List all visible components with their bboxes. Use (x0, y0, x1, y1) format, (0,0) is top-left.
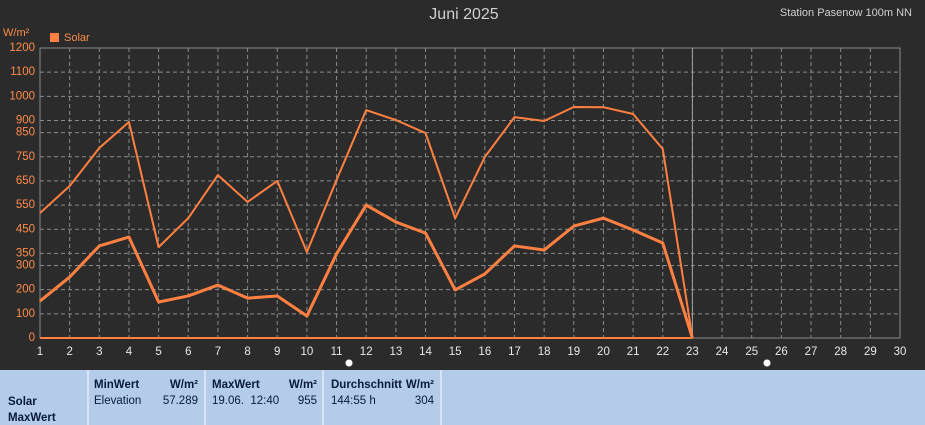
x-tick-label: 9 (274, 346, 280, 358)
y-tick-label: 1100 (10, 66, 35, 78)
x-tick-label: 15 (449, 346, 462, 358)
panel-value: 955 (298, 395, 317, 407)
panel-label: Elevation (94, 395, 141, 407)
x-tick-label: 26 (775, 346, 788, 358)
x-tick-label: 14 (419, 346, 432, 358)
y-axis-label: W/m² (3, 27, 30, 39)
y-tick-label: 200 (16, 284, 35, 296)
panel-row-subtitle: MaxWert (8, 412, 56, 424)
x-tick-label: 11 (331, 346, 343, 358)
x-tick-label: 25 (745, 346, 758, 358)
x-tick-label: 4 (126, 346, 133, 358)
x-tick-label: 20 (597, 346, 610, 358)
station-label: Station Pasenow 100m NN (780, 7, 912, 19)
y-tick-label: 550 (16, 199, 35, 211)
x-tick-label: 10 (300, 346, 313, 358)
panel-unit: W/m² (289, 379, 317, 391)
series-line (39, 105, 694, 339)
x-tick-label: 28 (834, 346, 847, 358)
x-tick-label: 6 (185, 346, 191, 358)
chart-background (0, 0, 925, 370)
panel-label: 19.06. 12:40 (212, 395, 279, 407)
y-tick-label: 100 (16, 308, 35, 320)
x-tick-label: 12 (360, 346, 373, 358)
x-tick-label: 7 (215, 346, 221, 358)
x-tick-label: 5 (155, 346, 161, 358)
y-tick-label: 1000 (9, 90, 35, 102)
x-tick-label: 27 (805, 346, 818, 358)
panel-header: MaxWert (212, 379, 260, 391)
legend-swatch (50, 33, 59, 42)
x-tick-label: 2 (66, 346, 72, 358)
x-tick-label: 19 (567, 346, 580, 358)
panel-unit: W/m² (406, 379, 434, 391)
x-tick-label: 29 (864, 346, 877, 358)
x-tick-label: 17 (508, 346, 521, 358)
info-panel (0, 370, 925, 425)
y-tick-label: 300 (16, 260, 35, 272)
scroll-handle[interactable] (762, 358, 772, 368)
x-tick-label: 8 (244, 346, 250, 358)
y-tick-label: 900 (16, 115, 35, 127)
y-tick-label: 450 (16, 223, 35, 235)
x-tick-label: 30 (894, 346, 907, 358)
x-tick-label: 22 (656, 346, 669, 358)
x-tick-label: 24 (716, 346, 729, 358)
panel-value: 304 (415, 395, 435, 407)
y-tick-label: 750 (16, 151, 35, 163)
panel-header: Durchschnitt (331, 379, 402, 391)
x-tick-label: 3 (96, 346, 102, 358)
y-tick-label: 650 (16, 175, 35, 187)
series-line (39, 203, 694, 339)
x-tick-label: 13 (389, 346, 402, 358)
x-tick-label: 23 (686, 346, 699, 358)
panel-row-title: Solar (8, 396, 37, 408)
x-tick-label: 1 (37, 346, 43, 358)
x-tick-label: 21 (627, 346, 640, 358)
x-tick-label: 16 (478, 346, 491, 358)
panel-header: MinWert (94, 379, 139, 391)
chart-title: Juni 2025 (429, 6, 498, 23)
panel-value: 57.289 (163, 395, 198, 407)
y-tick-label: 850 (16, 127, 35, 139)
legend-label: Solar (64, 32, 90, 44)
y-tick-label: 1200 (9, 42, 35, 54)
y-tick-label: 0 (29, 332, 35, 344)
panel-label: 144:55 h (331, 395, 376, 407)
scroll-handle[interactable] (344, 358, 354, 368)
panel-unit: W/m² (170, 379, 198, 391)
y-tick-label: 350 (16, 247, 35, 259)
x-tick-label: 18 (538, 346, 551, 358)
